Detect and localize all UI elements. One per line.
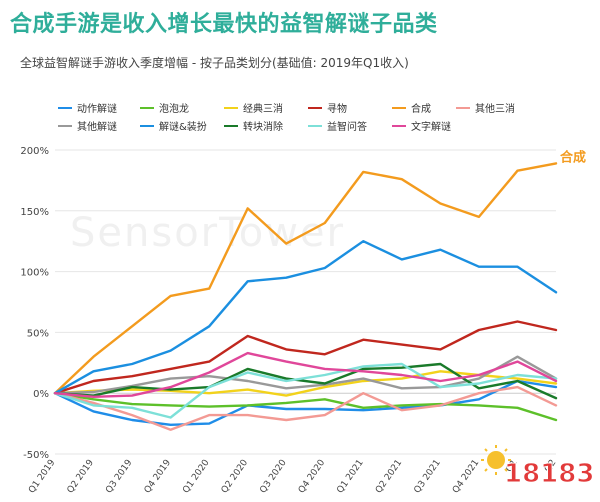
legend-item: 其他解谜 xyxy=(58,118,117,133)
legend-swatch xyxy=(456,106,470,109)
legend-item: 泡泡龙 xyxy=(140,100,189,115)
series-line xyxy=(53,362,558,419)
legend-item: 动作解谜 xyxy=(58,100,117,115)
legend-swatch xyxy=(58,124,72,127)
legend-swatch xyxy=(392,106,406,109)
legend-swatch xyxy=(308,124,322,127)
series-line xyxy=(53,162,558,395)
legend-label: 解谜&装扮 xyxy=(159,122,207,133)
y-tick-label: -50% xyxy=(23,450,49,461)
legend-label: 寻物 xyxy=(327,104,347,115)
x-tick-label: Q3 2019 xyxy=(104,458,134,496)
x-tick-label: Q3 2021 xyxy=(413,458,443,495)
legend-swatch xyxy=(224,124,238,127)
chart-subtitle: 全球益智解谜手游收入季度增幅 - 按子品类划分(基础值: 2019年Q1收入) xyxy=(20,56,409,70)
y-tick-label: 200% xyxy=(20,146,49,157)
legend-label: 其他三消 xyxy=(475,104,515,115)
legend-item: 寻物 xyxy=(308,100,347,115)
legend-swatch xyxy=(140,106,154,109)
x-tick-label: Q1 2019 xyxy=(27,458,57,496)
18183-logo: 18183 xyxy=(481,445,592,490)
legend-swatch xyxy=(140,124,154,127)
chart-title: 合成手游是收入增长最快的益智解谜子品类 xyxy=(10,12,438,37)
badge-sun-icon xyxy=(481,445,511,475)
x-tick-label: Q1 2021 xyxy=(335,458,365,495)
legend-swatch xyxy=(224,106,238,109)
series-line xyxy=(53,370,558,397)
x-tick-label: Q3 2020 xyxy=(258,458,288,496)
legend-swatch xyxy=(308,106,322,109)
sensortower-watermark: SensorTower xyxy=(70,210,345,256)
series-end-label: 合成 xyxy=(560,149,586,165)
x-tick-label: Q4 2021 xyxy=(451,458,481,495)
x-tick-label: Q4 2019 xyxy=(143,458,173,496)
series-line xyxy=(53,379,558,426)
y-tick-label: 150% xyxy=(20,207,49,218)
legend-label: 转块消除 xyxy=(243,122,283,133)
badge-text: 18183 xyxy=(504,459,592,489)
y-tick-label: 50% xyxy=(27,328,49,339)
legend-label: 经典三消 xyxy=(243,104,283,115)
x-tick-label: Q1 2020 xyxy=(181,458,211,496)
x-tick-label: Q2 2021 xyxy=(374,458,404,495)
legend-label: 合成 xyxy=(411,104,431,115)
legend-item: 益智问答 xyxy=(308,118,367,133)
legend-item: 经典三消 xyxy=(224,100,283,115)
y-tick-label: 100% xyxy=(20,268,49,279)
legend-item: 解谜&装扮 xyxy=(140,118,207,133)
series-line xyxy=(53,392,558,422)
legend-item: 文字解谜 xyxy=(392,118,451,133)
legend-swatch xyxy=(392,124,406,127)
series-line xyxy=(53,320,558,395)
legend-label: 文字解谜 xyxy=(411,122,451,133)
legend-label: 益智问答 xyxy=(327,122,367,133)
legend-swatch xyxy=(58,106,72,109)
series-line xyxy=(53,239,558,395)
legend-item: 合成 xyxy=(392,100,431,115)
legend-item: 转块消除 xyxy=(224,118,283,133)
legend-label: 动作解谜 xyxy=(77,104,117,115)
x-tick-label: Q2 2019 xyxy=(66,458,96,496)
legend-label: 其他解谜 xyxy=(77,122,117,133)
x-tick-label: Q2 2020 xyxy=(220,458,250,496)
y-tick-label: 0% xyxy=(33,389,49,400)
series-line xyxy=(53,351,558,398)
legend-label: 泡泡龙 xyxy=(159,104,189,115)
x-tick-label: Q4 2020 xyxy=(297,458,327,496)
legend-item: 其他三消 xyxy=(456,100,515,115)
series-line xyxy=(53,355,558,395)
series-line xyxy=(53,385,558,431)
